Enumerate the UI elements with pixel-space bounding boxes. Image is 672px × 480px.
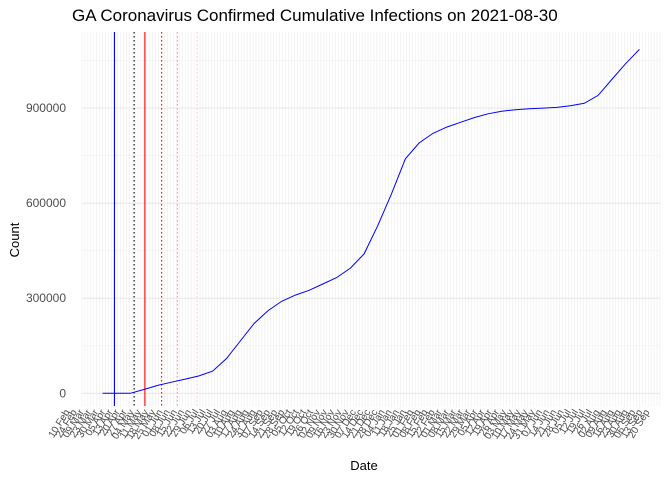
chart-title: GA Coronavirus Confirmed Cumulative Infe… bbox=[72, 6, 558, 25]
series-line bbox=[102, 49, 640, 394]
y-axis-title: Count bbox=[7, 222, 22, 257]
y-tick-label: 900000 bbox=[26, 101, 66, 115]
x-axis-title: Date bbox=[350, 458, 377, 473]
grid-layer bbox=[81, 32, 661, 406]
y-tick-label: 300000 bbox=[26, 291, 66, 305]
y-tick-label: 0 bbox=[59, 386, 66, 400]
y-tick-label: 600000 bbox=[26, 196, 66, 210]
series-layer bbox=[102, 49, 640, 394]
y-axis-ticks: 0 300000 600000 900000 bbox=[26, 101, 66, 400]
reference-lines bbox=[113, 32, 198, 406]
